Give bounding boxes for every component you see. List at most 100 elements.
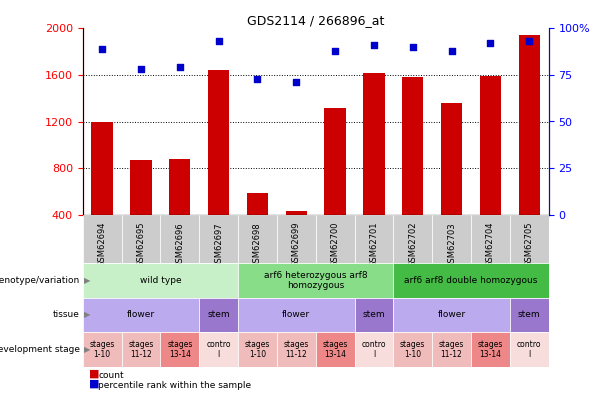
Bar	[394, 215, 432, 263]
Text: GSM62695: GSM62695	[137, 222, 145, 267]
Text: GSM62701: GSM62701	[370, 222, 378, 267]
Text: stem: stem	[363, 310, 385, 320]
Text: stages
1-10: stages 1-10	[245, 340, 270, 359]
Bar	[286, 211, 307, 215]
Text: GSM62698: GSM62698	[253, 222, 262, 268]
Point	[330, 47, 340, 54]
Point	[408, 44, 417, 50]
Text: percentile rank within the sample: percentile rank within the sample	[98, 381, 251, 390]
Bar	[277, 332, 316, 367]
Point	[175, 64, 185, 71]
Bar	[519, 35, 540, 215]
Bar	[83, 215, 121, 263]
Bar	[432, 215, 471, 263]
Text: GSM62694: GSM62694	[97, 222, 107, 267]
Bar	[354, 215, 394, 263]
Point	[447, 47, 457, 54]
Text: ■: ■	[89, 379, 99, 389]
Bar	[199, 298, 238, 332]
Point	[485, 40, 495, 47]
Point	[136, 66, 146, 72]
Bar	[316, 332, 354, 367]
Bar	[441, 103, 462, 215]
Bar	[471, 332, 510, 367]
Text: arf6 heterozygous arf8
homozygous: arf6 heterozygous arf8 homozygous	[264, 271, 368, 290]
Text: contro
l: contro l	[362, 340, 386, 359]
Bar	[471, 215, 510, 263]
Text: GSM62704: GSM62704	[486, 222, 495, 267]
Bar	[161, 215, 199, 263]
Text: genotype/variation: genotype/variation	[0, 276, 80, 285]
Text: flower: flower	[438, 310, 466, 320]
Text: development stage: development stage	[0, 345, 80, 354]
Text: stages
11-12: stages 11-12	[128, 340, 154, 359]
Bar	[199, 332, 238, 367]
Text: GSM62699: GSM62699	[292, 222, 301, 267]
Text: GSM62697: GSM62697	[214, 222, 223, 268]
Text: ■: ■	[89, 369, 99, 379]
Bar	[238, 298, 354, 332]
Bar	[91, 122, 113, 215]
Bar	[324, 107, 346, 215]
Bar	[394, 332, 432, 367]
Bar	[432, 332, 471, 367]
Bar	[83, 263, 238, 298]
Bar	[277, 215, 316, 263]
Text: stages
11-12: stages 11-12	[284, 340, 309, 359]
Text: stem: stem	[518, 310, 541, 320]
Text: GSM62702: GSM62702	[408, 222, 417, 267]
Bar	[364, 72, 384, 215]
Bar	[83, 332, 121, 367]
Text: GSM62700: GSM62700	[330, 222, 340, 267]
Text: wild type: wild type	[140, 276, 181, 285]
Bar	[247, 192, 268, 215]
Text: stages
13-14: stages 13-14	[167, 340, 192, 359]
Bar	[510, 215, 549, 263]
Text: stages
11-12: stages 11-12	[439, 340, 464, 359]
Text: ▶: ▶	[84, 276, 91, 285]
Text: arf6 arf8 double homozygous: arf6 arf8 double homozygous	[405, 276, 538, 285]
Text: GSM62705: GSM62705	[525, 222, 534, 267]
Bar	[161, 332, 199, 367]
Text: ▶: ▶	[84, 310, 91, 320]
Bar	[238, 263, 394, 298]
Bar	[121, 332, 161, 367]
Bar	[480, 76, 501, 215]
Text: stages
1-10: stages 1-10	[400, 340, 425, 359]
Text: contro
l: contro l	[207, 340, 231, 359]
Text: tissue: tissue	[53, 310, 80, 320]
Bar	[354, 298, 394, 332]
Bar	[510, 332, 549, 367]
Point	[97, 46, 107, 52]
Title: GDS2114 / 266896_at: GDS2114 / 266896_at	[247, 14, 384, 27]
Bar	[83, 298, 199, 332]
Text: ▶: ▶	[84, 345, 91, 354]
Bar	[238, 332, 277, 367]
Bar	[121, 215, 161, 263]
Bar	[510, 298, 549, 332]
Point	[253, 75, 262, 82]
Text: flower: flower	[282, 310, 310, 320]
Point	[291, 79, 301, 85]
Text: flower: flower	[127, 310, 155, 320]
Text: GSM62703: GSM62703	[447, 222, 456, 268]
Bar	[131, 160, 151, 215]
Bar	[316, 215, 354, 263]
Point	[369, 42, 379, 48]
Bar	[394, 263, 549, 298]
Bar	[394, 298, 510, 332]
Bar	[169, 159, 191, 215]
Bar	[354, 332, 394, 367]
Text: stages
1-10: stages 1-10	[89, 340, 115, 359]
Bar	[208, 70, 229, 215]
Bar	[238, 215, 277, 263]
Point	[524, 38, 534, 45]
Text: stages
13-14: stages 13-14	[322, 340, 348, 359]
Bar	[402, 77, 424, 215]
Text: count: count	[98, 371, 124, 380]
Text: stem: stem	[207, 310, 230, 320]
Point	[214, 38, 224, 45]
Text: contro
l: contro l	[517, 340, 541, 359]
Text: GSM62696: GSM62696	[175, 222, 185, 268]
Text: stages
13-14: stages 13-14	[478, 340, 503, 359]
